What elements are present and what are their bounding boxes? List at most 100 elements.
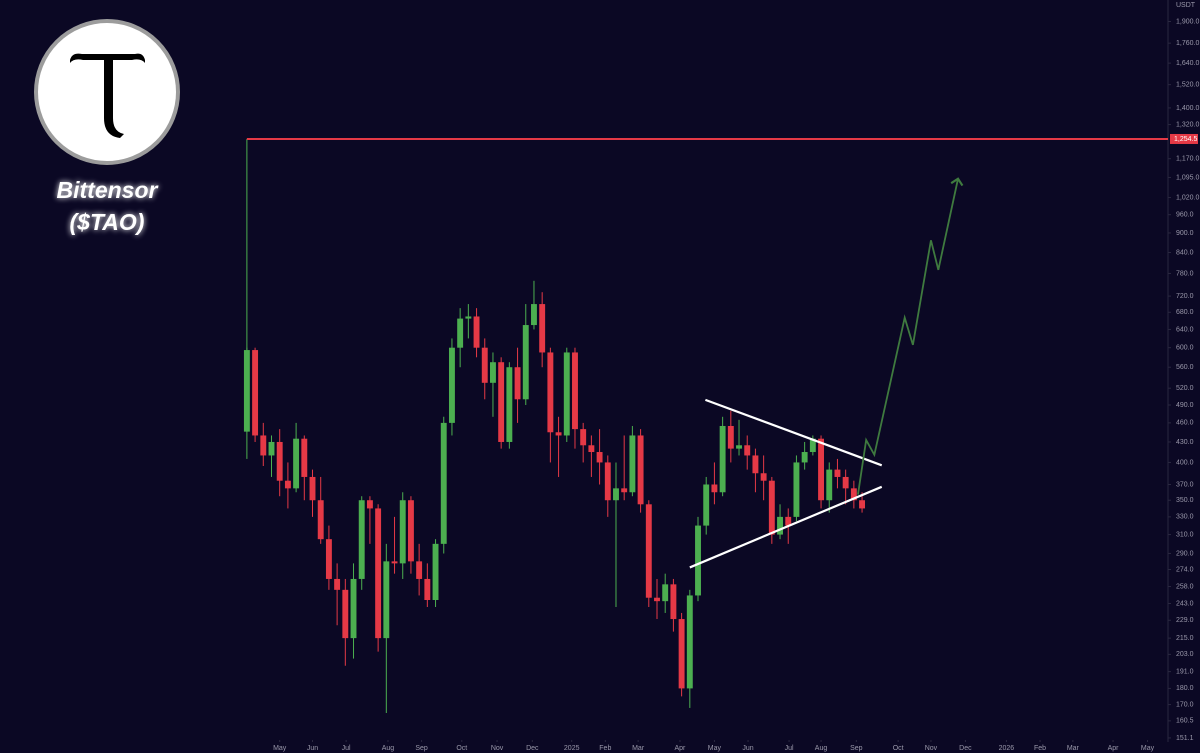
candle-body	[777, 516, 783, 535]
candle-body	[293, 438, 300, 489]
candle-body	[539, 304, 546, 353]
y-tick-label: 370.0	[1176, 481, 1194, 488]
y-tick-label: 560.0	[1176, 364, 1194, 371]
projection-path	[857, 177, 964, 495]
candle-body	[588, 445, 595, 453]
candle-body	[842, 476, 849, 489]
candle-body	[621, 488, 628, 493]
logo-glyph	[70, 53, 145, 138]
candle-body	[448, 347, 455, 423]
x-tick-label: Jul	[342, 745, 351, 752]
y-tick-label: 191.0	[1176, 668, 1194, 675]
candle-body	[850, 488, 857, 501]
candle-body	[506, 367, 513, 442]
y-tick-label: 400.0	[1176, 459, 1194, 466]
candle-body	[768, 480, 775, 535]
y-tick-label: 274.0	[1176, 566, 1194, 573]
y-tick-label: 1,520.0	[1176, 81, 1199, 88]
candle-body	[276, 441, 283, 481]
currency-label: USDT	[1176, 2, 1196, 9]
candle-body	[284, 480, 291, 489]
candle-body	[604, 462, 611, 501]
candle-body	[416, 561, 423, 579]
candle-body	[719, 425, 726, 493]
candle-body	[358, 500, 365, 579]
candle-body	[645, 504, 652, 598]
candle-body	[498, 362, 505, 442]
y-tick-label: 290.0	[1176, 550, 1194, 557]
candle-body	[260, 435, 267, 456]
y-tick-label: 180.0	[1176, 685, 1194, 692]
candle-body	[809, 438, 816, 453]
y-tick-label: 430.0	[1176, 439, 1194, 446]
candle-body	[859, 500, 866, 509]
candle-body	[637, 435, 644, 505]
candle-body	[555, 432, 562, 436]
candle-body	[834, 469, 841, 477]
candle-body	[465, 316, 472, 319]
candle-body	[629, 435, 636, 493]
trendline	[689, 485, 883, 569]
y-tick-label: 1,020.0	[1176, 194, 1199, 201]
candle-body	[391, 561, 398, 564]
x-tick-label: Oct	[893, 745, 904, 752]
candle-body	[686, 595, 693, 689]
candle-body	[785, 516, 792, 526]
x-tick-label: Jun	[307, 745, 318, 752]
x-tick-label: Dec	[959, 745, 972, 752]
candle-body	[695, 525, 701, 596]
candle-body	[252, 350, 259, 436]
y-tick-label: 780.0	[1176, 270, 1194, 277]
level-tag	[1170, 133, 1198, 144]
candle-body	[752, 455, 759, 474]
y-tick-label: 170.0	[1176, 701, 1194, 708]
y-tick-label: 460.0	[1176, 420, 1194, 427]
y-tick-label: 203.0	[1176, 651, 1194, 658]
candle-body	[243, 350, 250, 432]
candle-body	[727, 425, 734, 449]
y-tick-label: 900.0	[1176, 230, 1194, 237]
candle-body	[325, 539, 332, 579]
y-tick-label: 1,640.0	[1176, 60, 1199, 67]
y-tick-label: 350.0	[1176, 497, 1194, 504]
candle-body	[547, 352, 554, 433]
y-tick-label: 680.0	[1176, 309, 1194, 316]
y-tick-label: 229.0	[1176, 617, 1194, 624]
candle-body	[563, 352, 570, 436]
candle-body	[522, 325, 529, 400]
candle-body	[301, 438, 308, 477]
candle-body	[760, 473, 767, 481]
logo-ticker: ($TAO)	[70, 209, 145, 235]
candle-body	[317, 500, 324, 540]
x-tick-label: May	[708, 745, 722, 752]
candle-body	[432, 543, 439, 601]
candle-body	[399, 500, 406, 564]
x-tick-label: 2025	[564, 745, 580, 752]
candle-body	[440, 422, 447, 544]
candle-body	[424, 578, 431, 601]
candle-body	[473, 316, 480, 348]
y-tick-label: 1,095.0	[1176, 174, 1199, 181]
x-tick-label: Jun	[742, 745, 753, 752]
x-tick-label: Mar	[632, 745, 645, 752]
candle-body	[514, 367, 521, 400]
y-tick-label: 1,170.0	[1176, 156, 1199, 163]
candle-body	[350, 578, 357, 639]
candle-body	[596, 452, 603, 463]
candle-body	[383, 561, 390, 639]
y-tick-label: 600.0	[1176, 345, 1194, 352]
x-tick-label: May	[273, 745, 287, 752]
x-tick-label: Sep	[850, 745, 863, 752]
y-tick-label: 960.0	[1176, 212, 1194, 219]
x-tick-label: Apr	[1108, 745, 1120, 752]
x-tick-label: Oct	[456, 745, 467, 752]
y-tick-label: 151.1	[1176, 735, 1194, 742]
candle-body	[572, 352, 578, 430]
y-tick-label: 258.0	[1176, 583, 1194, 590]
y-tick-label: 520.0	[1176, 385, 1194, 392]
x-tick-label: Jul	[785, 745, 794, 752]
candle-body	[342, 589, 349, 639]
x-tick-label: Apr	[675, 745, 687, 752]
y-tick-label: 640.0	[1176, 326, 1194, 333]
